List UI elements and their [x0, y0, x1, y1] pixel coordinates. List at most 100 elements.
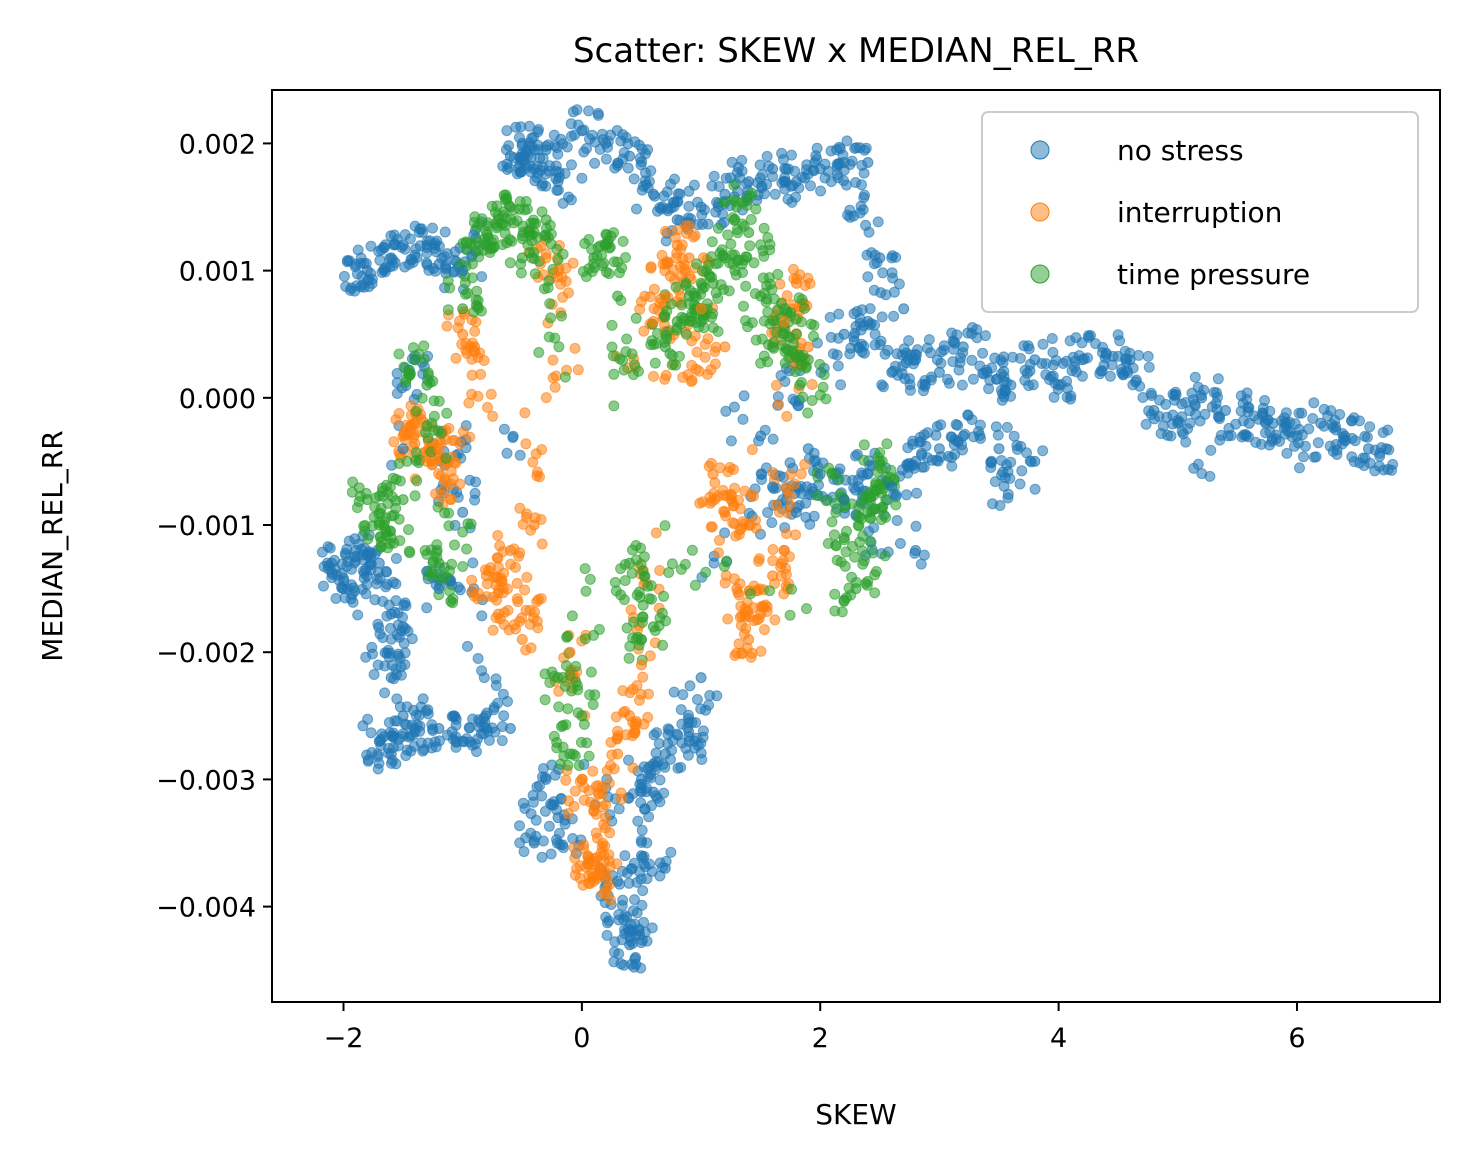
cloud-point [403, 731, 415, 743]
cloud-point [472, 390, 484, 402]
cloud-point [467, 557, 479, 569]
cloud-point [441, 320, 453, 332]
y-tick-label: −0.002 [156, 638, 256, 669]
cloud-point [592, 107, 604, 119]
cloud-point [519, 407, 531, 419]
cloud-point [818, 369, 830, 381]
data-point [504, 201, 516, 213]
cloud-point [789, 478, 801, 490]
cloud-point [393, 348, 405, 360]
cloud-point [660, 369, 672, 381]
cloud-point [831, 554, 843, 566]
cloud-point [691, 694, 703, 705]
cloud-point [745, 651, 757, 663]
cloud-point [486, 200, 498, 212]
cloud-point [691, 258, 702, 270]
data-point [659, 862, 671, 874]
data-point [1053, 379, 1065, 391]
cloud-point [597, 837, 609, 849]
data-point [385, 672, 397, 684]
cloud-point [653, 738, 665, 749]
cloud-point [839, 560, 851, 572]
cloud-point [696, 754, 708, 765]
data-point [361, 570, 373, 582]
cloud-point [1303, 423, 1315, 435]
cloud-point [400, 600, 412, 612]
cloud-point [566, 610, 578, 622]
data-point [683, 252, 695, 264]
cloud-point [407, 342, 419, 354]
cloud-point [576, 172, 588, 184]
cloud-point [466, 574, 478, 586]
cloud-point [722, 229, 734, 241]
data-point [433, 443, 445, 455]
cloud-point [562, 808, 574, 819]
cloud-point [605, 894, 616, 906]
data-point [624, 939, 636, 951]
data-point [1100, 347, 1112, 359]
data-point [516, 137, 528, 149]
cloud-point [446, 435, 458, 446]
cloud-point [718, 560, 730, 572]
cloud-point [790, 351, 802, 363]
data-point [594, 862, 606, 874]
cloud-point [688, 179, 700, 191]
cloud-point [539, 694, 551, 706]
data-point [933, 443, 945, 455]
cloud-point [797, 391, 809, 403]
cloud-point [679, 558, 691, 570]
cloud-point [691, 346, 703, 358]
cloud-point [472, 593, 484, 605]
cloud-point [762, 306, 774, 318]
cloud-point [1312, 437, 1324, 449]
cloud-point [679, 263, 691, 275]
cloud-point [611, 125, 623, 136]
cloud-point [1001, 421, 1013, 433]
data-point [630, 952, 641, 963]
cloud-point [540, 180, 552, 192]
cloud-point [666, 359, 678, 371]
cloud-point [658, 190, 670, 202]
cloud-point [497, 587, 509, 599]
cloud-point [1007, 351, 1019, 363]
cloud-point [811, 153, 823, 165]
cloud-point [756, 474, 768, 485]
cloud-point [660, 235, 672, 247]
cloud-point [938, 344, 950, 356]
cloud-point [860, 219, 872, 231]
cloud-point [779, 163, 791, 174]
cloud-point [995, 455, 1007, 466]
data-point [504, 545, 516, 556]
cloud-point [390, 553, 402, 564]
cloud-point [590, 827, 602, 839]
data-point [790, 506, 802, 518]
data-point [588, 875, 600, 887]
cloud-point [368, 669, 380, 680]
cloud-point [545, 848, 557, 860]
cloud-point [977, 347, 989, 359]
data-point [1291, 430, 1303, 442]
cloud-point [449, 246, 461, 258]
data-point [1363, 443, 1374, 455]
cloud-point [738, 390, 750, 402]
cloud-point [1281, 447, 1293, 459]
cloud-point [663, 567, 675, 578]
data-point [528, 227, 540, 238]
cloud-point [702, 333, 714, 345]
cloud-point [841, 135, 853, 147]
cloud-point [608, 368, 620, 380]
cloud-point [636, 824, 648, 836]
cloud-point [828, 529, 840, 541]
cloud-point [793, 400, 804, 412]
cloud-point [372, 750, 384, 762]
x-tick-label: 0 [573, 1023, 590, 1054]
cloud-point [1002, 488, 1014, 500]
cloud-point [864, 303, 876, 315]
cloud-point [656, 607, 668, 619]
cloud-point [616, 900, 628, 911]
cloud-point [566, 159, 577, 171]
x-tick-label: 2 [812, 1023, 829, 1054]
cloud-point [744, 588, 756, 600]
data-point [457, 735, 469, 747]
data-point [433, 557, 445, 569]
